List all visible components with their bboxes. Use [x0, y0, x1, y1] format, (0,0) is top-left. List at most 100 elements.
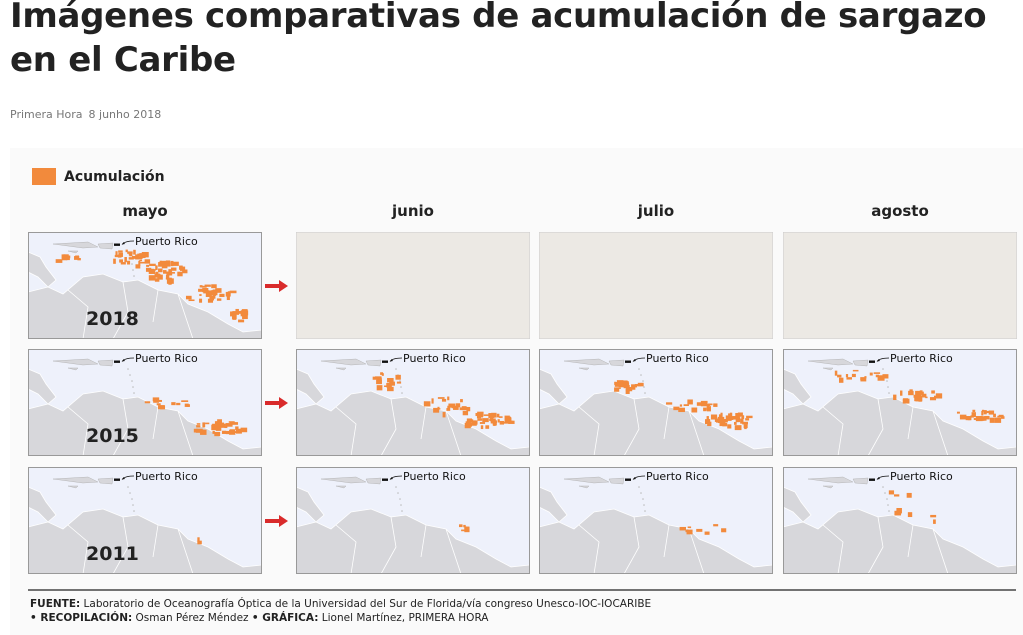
sargassum — [465, 421, 471, 424]
sargassum — [459, 407, 463, 411]
sargassum — [972, 409, 976, 413]
sargassum — [209, 295, 214, 300]
sargassum — [696, 402, 703, 406]
sargassum — [199, 294, 202, 296]
map-label: Puerto Rico — [890, 470, 953, 483]
sargassum — [165, 260, 171, 263]
sargassum — [623, 382, 630, 388]
sargassum — [463, 524, 466, 528]
sargassum — [171, 402, 176, 406]
sargassum — [148, 275, 156, 281]
sargassum — [380, 372, 384, 375]
sargassum — [637, 382, 644, 387]
sargassum — [907, 512, 913, 518]
sargassum — [834, 370, 838, 376]
sargassum — [176, 402, 181, 406]
empty-panel — [296, 232, 530, 339]
footer-text: Laboratorio de Oceanografía Óptica de la… — [84, 597, 652, 610]
sargassum — [149, 263, 156, 267]
sargassum — [906, 492, 912, 498]
sargassum — [146, 264, 150, 267]
sargassum — [908, 390, 914, 396]
sargassum — [376, 377, 382, 381]
sargassum — [197, 537, 200, 542]
sargassum — [207, 298, 214, 303]
sargassum — [196, 423, 201, 425]
sargassum — [498, 416, 503, 418]
sargassum — [221, 430, 227, 434]
sargassum — [983, 410, 987, 415]
sargassum — [131, 255, 136, 259]
sargassum — [971, 412, 976, 418]
sargassum — [124, 257, 127, 263]
sargassum — [235, 426, 239, 431]
sargassum — [981, 410, 984, 416]
sargassum — [203, 288, 209, 294]
sargassum — [242, 314, 246, 317]
sargassum — [873, 372, 881, 374]
sargassum — [687, 399, 693, 405]
sargassum — [852, 369, 859, 372]
sargassum — [139, 261, 146, 264]
sargassum — [619, 381, 627, 386]
sargassum — [381, 373, 384, 376]
legend-swatch — [32, 168, 56, 185]
sargassum — [137, 253, 141, 257]
sargassum — [127, 260, 131, 265]
sargassum — [423, 401, 431, 407]
sargassum — [387, 386, 394, 392]
map-label: Puerto Rico — [135, 352, 198, 365]
sargassum — [704, 419, 711, 425]
sargassum — [634, 384, 638, 388]
sargassum — [128, 257, 134, 260]
sargassum — [710, 414, 718, 420]
sargassum — [471, 420, 478, 425]
month-label: julio — [637, 202, 674, 220]
sargassum — [993, 413, 996, 418]
sargassum — [461, 529, 465, 532]
sargassum — [437, 397, 445, 399]
sargassum — [137, 256, 143, 259]
sargassum — [229, 429, 235, 433]
sargassum — [734, 425, 742, 431]
sargassum — [864, 376, 867, 379]
sargassum — [720, 421, 726, 425]
sargassum — [700, 400, 708, 407]
sargassum — [375, 376, 382, 379]
sargassum — [480, 415, 484, 418]
sargassum — [956, 411, 960, 414]
sargassum — [894, 494, 900, 497]
sargassum — [466, 418, 473, 422]
sargassum — [202, 422, 206, 428]
sargassum — [488, 413, 495, 418]
sargassum — [170, 260, 174, 267]
footer-label: • GRÁFICA: — [252, 611, 319, 624]
sargassum — [933, 519, 936, 524]
sargassum — [169, 273, 172, 276]
sargassum — [212, 294, 216, 299]
sargassum — [172, 261, 179, 266]
month-label: junio — [391, 202, 434, 220]
sargassum — [930, 514, 937, 518]
sargassum — [914, 396, 919, 402]
sargassum — [988, 410, 995, 415]
map-panel: Puerto Rico — [783, 349, 1017, 456]
sargassum — [666, 402, 673, 405]
sargassum — [679, 404, 683, 407]
sargassum — [909, 389, 913, 392]
sargassum — [144, 259, 151, 264]
sargassum — [197, 540, 202, 545]
panel-border — [28, 467, 262, 574]
footer-label: FUENTE: — [30, 598, 80, 610]
sargassum — [625, 388, 630, 394]
sargassum — [727, 424, 732, 429]
sargassum — [984, 415, 990, 420]
panel-border — [296, 349, 530, 456]
sargassum — [119, 259, 123, 263]
sargassum — [460, 399, 463, 403]
sargassum — [933, 395, 937, 398]
sargassum — [141, 252, 149, 258]
sargassum — [158, 405, 165, 410]
sargassum — [734, 421, 737, 425]
sargassum — [691, 407, 698, 413]
